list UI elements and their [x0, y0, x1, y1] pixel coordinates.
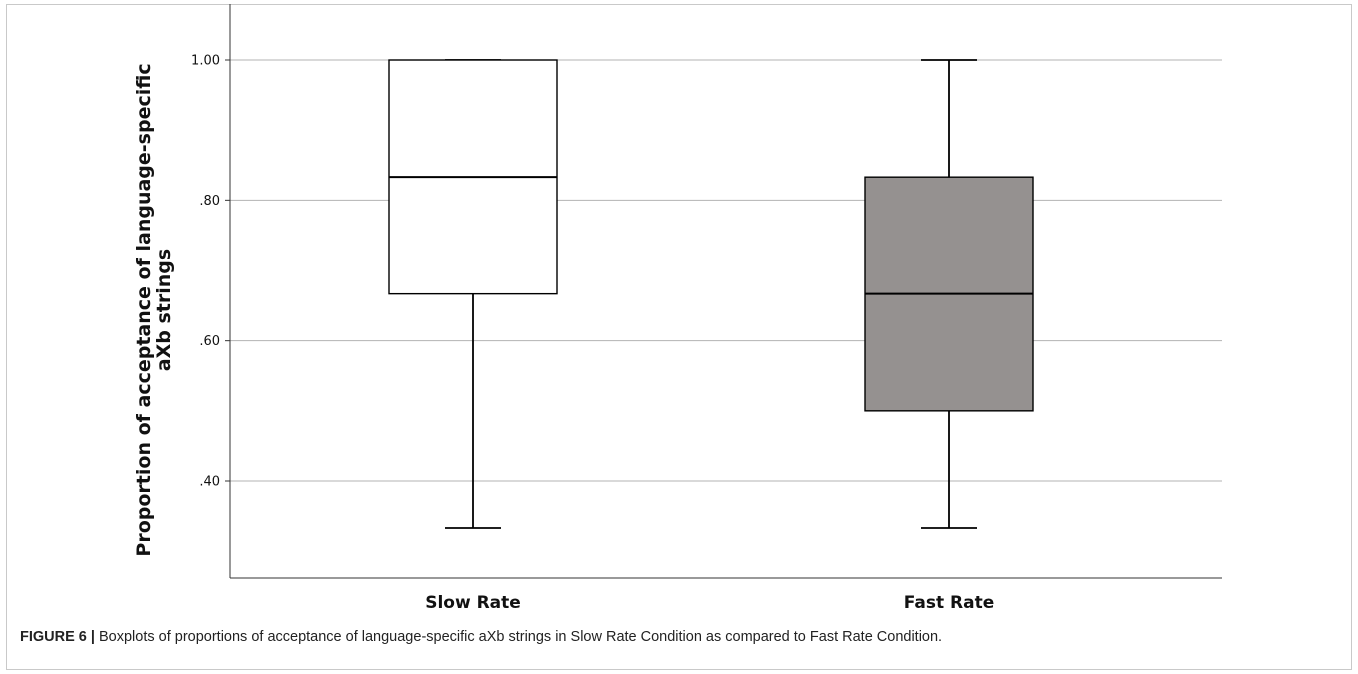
- figure-label: FIGURE 6 |: [20, 629, 95, 645]
- y-axis-label-line: Proportion of acceptance of language-spe…: [133, 63, 155, 556]
- y-axis-label: Proportion of acceptance of language-spe…: [133, 63, 175, 556]
- y-axis-label-line: aXb strings: [153, 249, 175, 371]
- box-fast-rate: [864, 59, 1034, 529]
- box-slow-rate: [388, 59, 558, 529]
- y-tick-label: .40: [199, 475, 220, 490]
- category-label: Fast Rate: [904, 593, 994, 613]
- labels: .40 .60 .80 1.00 Slow Rate Fast Rate: [191, 54, 994, 614]
- boxes: [388, 59, 1034, 529]
- figure-caption: FIGURE 6 | Boxplots of proportions of ac…: [20, 629, 1340, 645]
- category-label: Slow Rate: [425, 593, 521, 613]
- y-tick-label: 1.00: [191, 54, 220, 69]
- y-tick-label: .60: [199, 334, 220, 349]
- gridlines: [230, 59, 1222, 482]
- y-tick-label: .80: [199, 194, 220, 209]
- axes: [225, 4, 1222, 579]
- caption-text: Boxplots of proportions of acceptance of…: [94, 629, 943, 645]
